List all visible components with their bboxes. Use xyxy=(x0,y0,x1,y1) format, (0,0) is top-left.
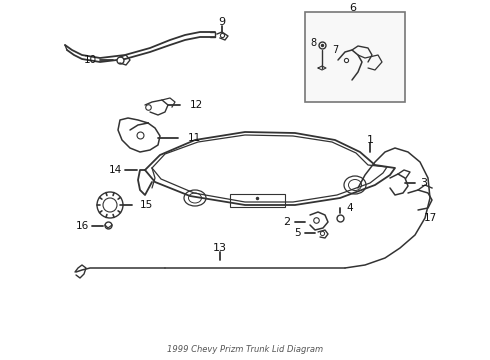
Text: 10: 10 xyxy=(83,55,97,65)
Bar xyxy=(230,194,285,207)
Circle shape xyxy=(97,192,123,218)
Ellipse shape xyxy=(344,176,366,194)
Text: 15: 15 xyxy=(140,200,153,210)
Text: 14: 14 xyxy=(108,165,122,175)
Text: 7: 7 xyxy=(332,45,338,55)
Text: 1: 1 xyxy=(367,135,373,145)
Text: 16: 16 xyxy=(75,221,89,231)
Text: 11: 11 xyxy=(188,133,201,143)
Text: 2: 2 xyxy=(283,217,291,227)
Text: 3: 3 xyxy=(420,178,427,188)
Text: 5: 5 xyxy=(294,228,300,238)
Ellipse shape xyxy=(189,193,201,203)
Text: 9: 9 xyxy=(219,17,225,27)
Text: 6: 6 xyxy=(349,3,357,13)
Text: 1999 Chevy Prizm Trunk Lid Diagram: 1999 Chevy Prizm Trunk Lid Diagram xyxy=(167,345,323,354)
Circle shape xyxy=(103,198,117,212)
Ellipse shape xyxy=(184,190,206,206)
Bar xyxy=(305,12,405,102)
Text: 12: 12 xyxy=(190,100,203,110)
Ellipse shape xyxy=(348,180,362,190)
Text: 13: 13 xyxy=(213,243,227,253)
Text: 17: 17 xyxy=(423,213,437,223)
Text: 4: 4 xyxy=(347,203,353,213)
Text: 8: 8 xyxy=(310,38,316,48)
